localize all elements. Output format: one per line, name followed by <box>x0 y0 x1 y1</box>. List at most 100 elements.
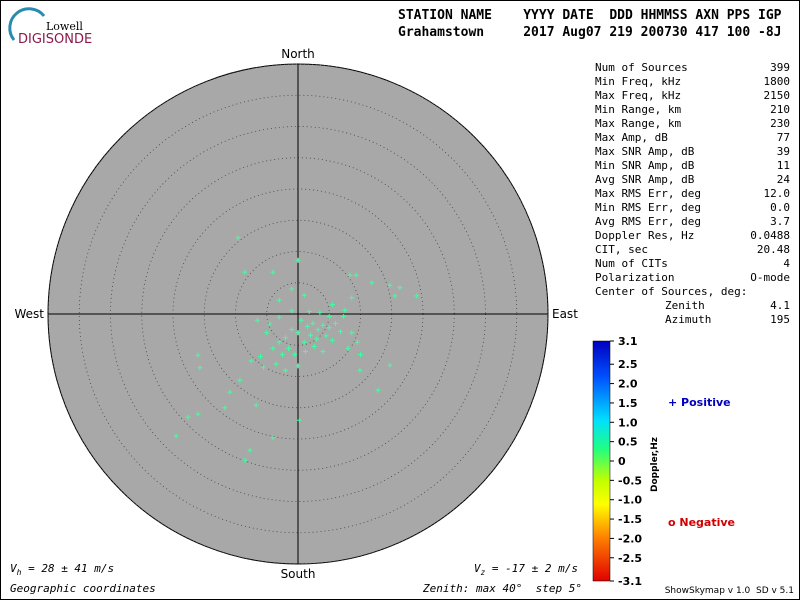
center-row-value: 195 <box>770 313 790 326</box>
colorbar-tick-label: 0 <box>618 455 626 468</box>
colorbar-tick-label: -1.0 <box>618 494 642 507</box>
footer-zenith: Zenith: max 40° step 5° <box>422 582 582 595</box>
center-row-label: Azimuth <box>665 313 711 326</box>
colorbar-tick-label: 1.0 <box>618 416 638 429</box>
stat-value: 230 <box>770 117 790 130</box>
source-point <box>258 354 263 359</box>
dir-west: West <box>14 307 44 321</box>
source-point <box>286 345 292 351</box>
source-point <box>342 307 348 313</box>
source-point <box>197 365 203 371</box>
stat-value: O-mode <box>750 271 790 284</box>
colorbar-tick-label: -2.5 <box>618 552 642 565</box>
source-point <box>242 269 248 275</box>
stat-value: 20.48 <box>757 243 790 256</box>
source-point <box>289 308 295 314</box>
stat-label: Avg RMS Err, deg <box>595 215 701 228</box>
velocity-part: h <box>17 568 22 577</box>
velocity-part: V <box>10 562 18 575</box>
velocity-part: z <box>480 568 485 577</box>
stat-value: 39 <box>777 145 790 158</box>
velocity-vh: Vh = 28 ± 41 m/s <box>10 562 114 577</box>
footer-coords: Geographic coordinates <box>10 582 156 595</box>
header-line: Grahamstown 2017 Aug07 219 200730 417 10… <box>398 25 782 40</box>
source-point <box>276 297 282 303</box>
source-point <box>279 352 285 358</box>
colorbar-tick-label: 2.0 <box>618 378 638 391</box>
stat-value: 399 <box>770 61 790 74</box>
source-point <box>292 352 298 358</box>
source-point <box>296 417 302 423</box>
source-point <box>310 320 316 326</box>
source-point <box>387 282 393 288</box>
stat-label: Max RMS Err, deg <box>595 187 701 200</box>
logo-top: Lowell <box>46 20 83 33</box>
logo-arc <box>8 7 46 41</box>
source-point <box>173 433 179 439</box>
stat-value: 24 <box>777 173 791 186</box>
source-point <box>298 317 304 323</box>
source-point <box>267 321 273 327</box>
stat-value: 12.0 <box>764 187 791 200</box>
stat-label: Avg SNR Amp, dB <box>595 173 695 186</box>
source-point <box>247 447 253 453</box>
velocity-vz: Vz = -17 ± 2 m/s <box>474 562 578 577</box>
source-point <box>295 330 301 336</box>
colorbar <box>592 340 611 582</box>
source-point <box>357 367 363 373</box>
stat-value: 3.7 <box>770 215 790 228</box>
source-point <box>270 269 276 275</box>
source-point <box>338 329 343 334</box>
source-point <box>195 411 201 417</box>
dir-east: East <box>552 307 578 321</box>
colorbar-tick-label: 2.5 <box>618 358 638 371</box>
source-point <box>315 327 321 333</box>
source-point <box>347 272 353 278</box>
source-point <box>254 317 260 323</box>
source-point <box>276 339 282 345</box>
colorbar-tick-label: -2.0 <box>618 532 642 545</box>
source-point <box>195 352 201 358</box>
velocity-part: = -17 ± 2 m/s <box>485 562 578 575</box>
colorbar-tick-label: -3.1 <box>618 575 642 588</box>
source-point <box>326 314 332 319</box>
stat-value: 210 <box>770 103 790 116</box>
source-point <box>248 358 254 364</box>
stat-label: CIT, sec <box>595 243 648 256</box>
stat-label: Min RMS Err, deg <box>595 201 701 214</box>
dir-north: North <box>281 47 315 61</box>
source-point <box>345 345 351 351</box>
source-point <box>289 286 295 292</box>
stat-label: Max SNR Amp, dB <box>595 145 695 158</box>
colorbar-tick-label: 3.1 <box>618 335 638 348</box>
source-point <box>317 310 323 316</box>
velocity-part: V <box>474 562 482 575</box>
source-point <box>329 337 335 343</box>
source-point <box>273 361 279 367</box>
source-point <box>397 285 403 291</box>
colorbar-tick-label: 0.5 <box>618 436 638 449</box>
source-point <box>354 339 360 345</box>
source-point <box>283 335 288 341</box>
source-point <box>235 235 241 241</box>
colorbar-tick-label: 1.5 <box>618 397 638 410</box>
stat-label: Max Range, km <box>595 117 681 130</box>
source-point <box>253 402 259 408</box>
stat-value: 1800 <box>764 75 791 88</box>
source-point <box>264 330 270 336</box>
source-point <box>320 322 326 328</box>
stat-label: Doppler Res, Hz <box>595 229 694 242</box>
source-point <box>304 324 310 329</box>
source-point <box>387 362 393 368</box>
source-point <box>222 405 228 411</box>
source-point <box>414 293 420 299</box>
source-point <box>289 327 295 333</box>
source-point <box>326 325 332 331</box>
source-point <box>311 344 317 349</box>
center-row-label: Zenith <box>665 299 705 312</box>
colorbar-tick-label: -1.5 <box>618 513 642 526</box>
stat-value: 11 <box>777 159 790 172</box>
source-point <box>375 387 381 393</box>
